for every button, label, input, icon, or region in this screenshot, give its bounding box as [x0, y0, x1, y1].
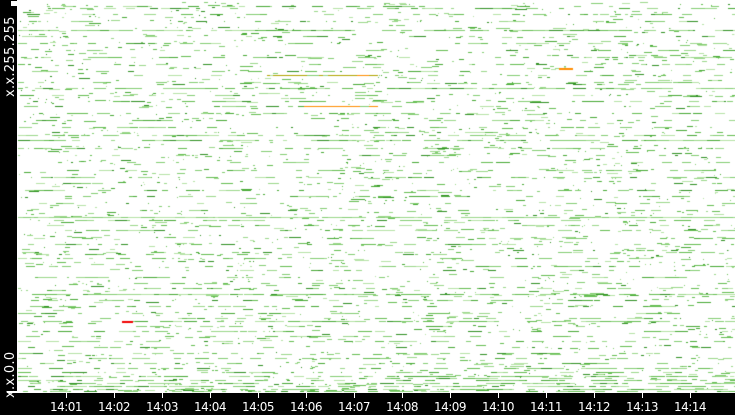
x-axis-bar — [0, 393, 735, 415]
x-tick-mark — [402, 393, 403, 398]
x-tick-mark — [162, 393, 163, 398]
x-tick-label: 14:05 — [241, 400, 275, 414]
y-axis-min-label: x.x.0.0 — [3, 351, 18, 398]
y-axis-max-label: x.x.255.255 — [3, 16, 18, 97]
x-tick-label: 14:13 — [625, 400, 659, 414]
x-tick-label: 14:07 — [337, 400, 371, 414]
x-tick-label: 14:03 — [145, 400, 179, 414]
x-tick-label: 14:14 — [673, 400, 707, 414]
x-tick-label: 14:04 — [193, 400, 227, 414]
x-tick-mark — [690, 393, 691, 398]
y-axis-bar — [0, 0, 17, 415]
x-tick-mark — [594, 393, 595, 398]
x-tick-label: 14:10 — [481, 400, 515, 414]
x-tick-label: 14:12 — [577, 400, 611, 414]
x-tick-mark — [114, 393, 115, 398]
x-tick-mark — [210, 393, 211, 398]
x-tick-label: 14:02 — [97, 400, 131, 414]
x-tick-mark — [258, 393, 259, 398]
x-tick-mark — [66, 393, 67, 398]
x-tick-label: 14:01 — [49, 400, 83, 414]
x-tick-mark — [498, 393, 499, 398]
x-tick-mark — [306, 393, 307, 398]
x-tick-mark — [546, 393, 547, 398]
x-tick-label: 14:11 — [529, 400, 563, 414]
x-tick-mark — [450, 393, 451, 398]
x-tick-label: 14:06 — [289, 400, 323, 414]
y-axis-tick-top — [11, 1, 17, 6]
x-tick-mark — [354, 393, 355, 398]
y-axis-tick-bottom — [7, 391, 17, 393]
x-tick-label: 14:08 — [385, 400, 419, 414]
x-tick-label: 14:09 — [433, 400, 467, 414]
x-tick-mark — [642, 393, 643, 398]
